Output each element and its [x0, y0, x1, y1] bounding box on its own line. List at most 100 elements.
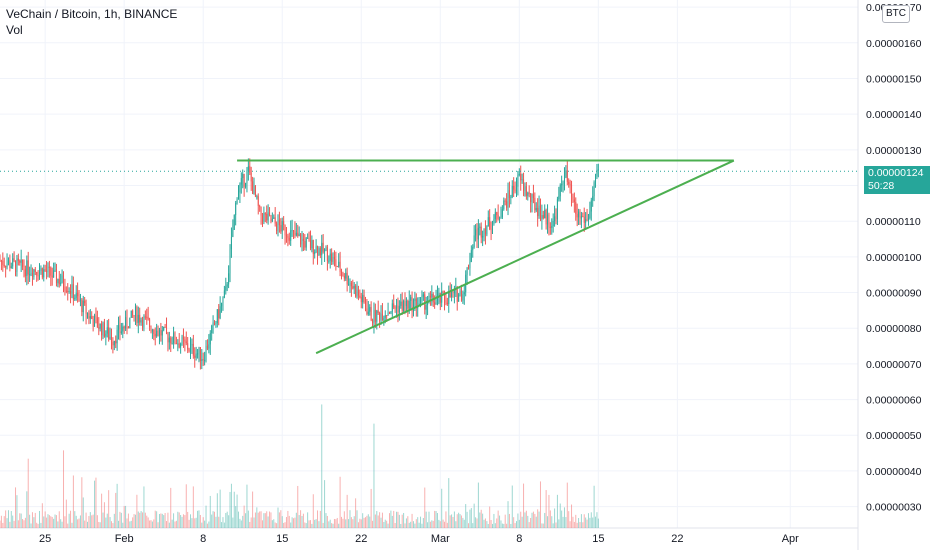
candle-body	[372, 320, 374, 323]
candle-body	[575, 201, 577, 214]
volume-bar	[6, 518, 8, 528]
candle-body	[190, 345, 192, 352]
volume-bar	[91, 515, 93, 528]
volume-bar	[388, 513, 390, 528]
volume-label[interactable]: Vol	[6, 23, 23, 37]
volume-bar	[190, 514, 192, 528]
volume-bar	[442, 519, 444, 528]
candle-body	[489, 217, 491, 229]
volume-bar	[492, 523, 494, 528]
volume-bar	[274, 522, 276, 528]
volume-bar	[520, 511, 522, 528]
volume-bar	[338, 523, 340, 528]
volume-bar	[235, 506, 237, 528]
volume-bar	[115, 492, 117, 528]
volume-bar	[89, 512, 91, 528]
volume-bar	[390, 510, 392, 528]
candle-body	[586, 219, 588, 221]
volume-bar	[366, 515, 368, 528]
volume-bar	[578, 518, 580, 528]
candle-body	[60, 282, 62, 285]
volume-bar	[221, 522, 223, 528]
candle-body	[349, 282, 351, 285]
candle-body	[134, 306, 136, 316]
candle-body	[373, 310, 375, 323]
candle-body	[483, 228, 485, 236]
candle-body	[453, 289, 455, 294]
volume-bar	[154, 510, 156, 528]
candle-body	[582, 216, 584, 218]
volume-bar	[308, 520, 310, 528]
candle-body	[297, 232, 299, 236]
candle-body	[408, 300, 410, 309]
volume-bar	[126, 518, 128, 528]
candle-body	[208, 344, 210, 349]
volume-bar	[53, 518, 55, 528]
volume-bar	[490, 519, 492, 528]
volume-bar	[240, 520, 242, 528]
volume-bar	[174, 521, 176, 528]
candle-body	[64, 286, 66, 291]
candle-body	[153, 329, 155, 334]
candle-body	[96, 317, 98, 328]
candle-body	[532, 193, 534, 198]
volume-bar	[511, 485, 513, 528]
candle-body	[184, 339, 186, 342]
volume-bar	[43, 516, 45, 528]
candle-body	[13, 258, 15, 261]
volume-bar	[287, 510, 289, 528]
volume-bar	[228, 515, 230, 528]
volume-bar	[188, 519, 190, 528]
candle-body	[517, 175, 519, 187]
volume-bar	[74, 511, 76, 528]
x-tick-label: 22	[355, 533, 367, 545]
candle-body	[431, 293, 433, 298]
volume-bar	[446, 522, 448, 528]
candle-body	[163, 326, 165, 331]
volume-bar	[398, 514, 400, 528]
volume-bar	[317, 510, 319, 528]
y-tick-label: 0.00000110	[866, 216, 921, 228]
volume-bar	[486, 521, 488, 528]
candle-body	[91, 316, 93, 320]
candle-body	[232, 229, 234, 237]
candle-body	[249, 166, 251, 173]
volume-bar	[387, 523, 389, 528]
volume-bar	[561, 510, 563, 528]
candle-body	[149, 319, 151, 328]
volume-bar	[441, 488, 443, 528]
volume-bar	[202, 517, 204, 528]
candle-body	[439, 293, 441, 303]
volume-bar	[336, 517, 338, 528]
volume-bar	[295, 512, 297, 528]
volume-bar	[180, 515, 182, 528]
volume-bar	[384, 519, 386, 528]
volume-bar	[50, 516, 52, 528]
candle-body	[151, 329, 153, 332]
candle-body	[81, 299, 83, 313]
volume-bar	[257, 512, 259, 528]
volume-bar	[12, 515, 14, 528]
volume-bar	[98, 521, 100, 528]
candle-body	[197, 353, 199, 355]
candle-body	[394, 307, 396, 309]
candle-body	[523, 179, 525, 191]
candle-body	[411, 297, 413, 312]
volume-bar	[136, 494, 138, 528]
volume-bar	[425, 511, 427, 528]
currency-badge[interactable]: BTC	[882, 5, 910, 23]
candle-body	[422, 294, 424, 297]
candle-body	[525, 186, 527, 196]
volume-bar	[65, 499, 67, 528]
candle-body	[166, 327, 168, 334]
symbol-title[interactable]: VeChain / Bitcoin, 1h, BINANCE	[6, 7, 178, 21]
volume-bar	[554, 508, 556, 528]
candle-body	[63, 275, 65, 287]
candle-body	[511, 186, 513, 197]
candle-body	[314, 251, 316, 255]
candle-body	[125, 317, 127, 329]
candle-body	[180, 343, 182, 348]
candle-body	[479, 226, 481, 228]
volume-bar	[321, 404, 323, 528]
